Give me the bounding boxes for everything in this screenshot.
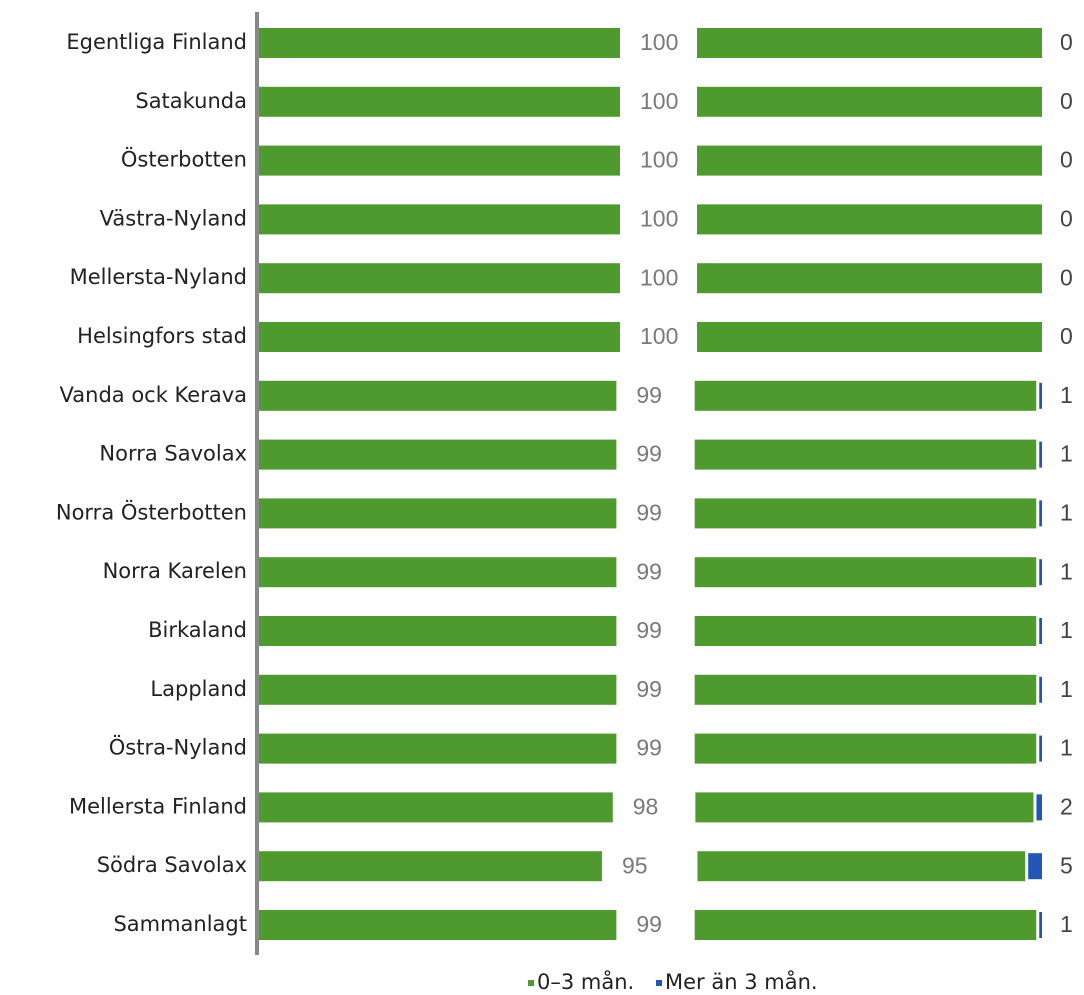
bar (1036, 794, 1042, 821)
category-label: Södra Savolax (97, 853, 247, 877)
bar (1039, 912, 1042, 938)
value-label: 100 (640, 147, 678, 173)
bar (697, 263, 1042, 294)
bar (259, 145, 620, 176)
category-label: Östra-Nyland (109, 735, 247, 760)
value-label: 100 (640, 29, 678, 55)
bar (694, 733, 1037, 764)
value-label: 1 (1060, 382, 1073, 408)
bar (694, 380, 1037, 411)
bar (259, 439, 617, 470)
value-label: 1 (1060, 735, 1073, 761)
category-label: Helsingfors stad (77, 324, 247, 348)
bar (694, 557, 1037, 588)
bar (259, 380, 617, 411)
category-label: Egentliga Finland (66, 30, 247, 54)
bar (1039, 500, 1042, 527)
value-label: 1 (1060, 676, 1073, 702)
bar (259, 674, 617, 705)
value-label: 100 (640, 264, 678, 290)
value-label: 1 (1060, 911, 1073, 937)
bar (259, 204, 620, 235)
bar (259, 616, 617, 646)
value-label: 99 (636, 735, 662, 761)
bar (259, 851, 602, 882)
category-label: Norra Karelen (103, 559, 247, 583)
value-label: 1 (1060, 617, 1073, 643)
value-label: 100 (640, 323, 678, 349)
legend-label: 0–3 mån. (537, 969, 634, 994)
value-label: 0 (1060, 264, 1073, 290)
bar (697, 851, 1026, 882)
category-label: Österbotten (121, 147, 247, 172)
value-label: 0 (1060, 323, 1073, 349)
category-label: Sammanlagt (113, 912, 247, 936)
value-label: 99 (636, 441, 662, 467)
bar (1028, 853, 1042, 880)
bar (259, 263, 620, 294)
category-label: Lappland (150, 677, 247, 701)
category-label: Vanda ock Kerava (60, 383, 247, 407)
value-label: 99 (636, 558, 662, 584)
value-label: 99 (636, 911, 662, 937)
bar (697, 86, 1042, 117)
bar (259, 557, 617, 588)
bar (259, 910, 617, 940)
value-label: 95 (622, 852, 648, 878)
category-label: Satakunda (135, 89, 247, 113)
bar (697, 204, 1042, 235)
bar (694, 616, 1037, 646)
bar (697, 145, 1042, 176)
bar (1039, 676, 1042, 703)
bar (694, 439, 1037, 470)
value-label: 99 (636, 617, 662, 643)
value-label: 0 (1060, 147, 1073, 173)
category-label: Västra-Nyland (100, 206, 247, 230)
bar (259, 28, 620, 58)
value-label: 1 (1060, 441, 1073, 467)
legend-swatch (528, 980, 534, 986)
value-label: 1 (1060, 558, 1073, 584)
category-label: Mellersta Finland (69, 794, 247, 818)
category-label: Birkaland (148, 618, 247, 642)
bar (259, 322, 620, 352)
bar (259, 733, 617, 764)
value-label: 0 (1060, 205, 1073, 231)
value-label: 2 (1060, 793, 1073, 819)
bar (1039, 735, 1042, 762)
bar (259, 86, 620, 117)
value-label: 0 (1060, 29, 1073, 55)
bar (259, 792, 613, 823)
value-label: 100 (640, 88, 678, 114)
value-label: 100 (640, 205, 678, 231)
value-label: 98 (633, 793, 659, 819)
category-label: Norra Österbotten (56, 499, 247, 524)
bar (694, 498, 1037, 529)
bar (697, 322, 1042, 352)
legend-swatch (656, 980, 662, 986)
value-label: 0 (1060, 88, 1073, 114)
value-label: 99 (636, 499, 662, 525)
bar (697, 28, 1042, 58)
bar (694, 910, 1037, 940)
bar (695, 792, 1034, 823)
bar (694, 674, 1037, 705)
bar (1039, 618, 1042, 644)
category-label: Norra Savolax (99, 442, 247, 466)
value-label: 5 (1060, 852, 1073, 878)
bar (1039, 559, 1042, 586)
bar (1039, 382, 1042, 409)
category-label: Mellersta-Nyland (70, 265, 247, 289)
legend-label: Mer än 3 mån. (665, 969, 818, 994)
value-label: 99 (636, 382, 662, 408)
value-label: 99 (636, 676, 662, 702)
value-label: 1 (1060, 499, 1073, 525)
bar (259, 498, 617, 529)
bar (1039, 441, 1042, 468)
